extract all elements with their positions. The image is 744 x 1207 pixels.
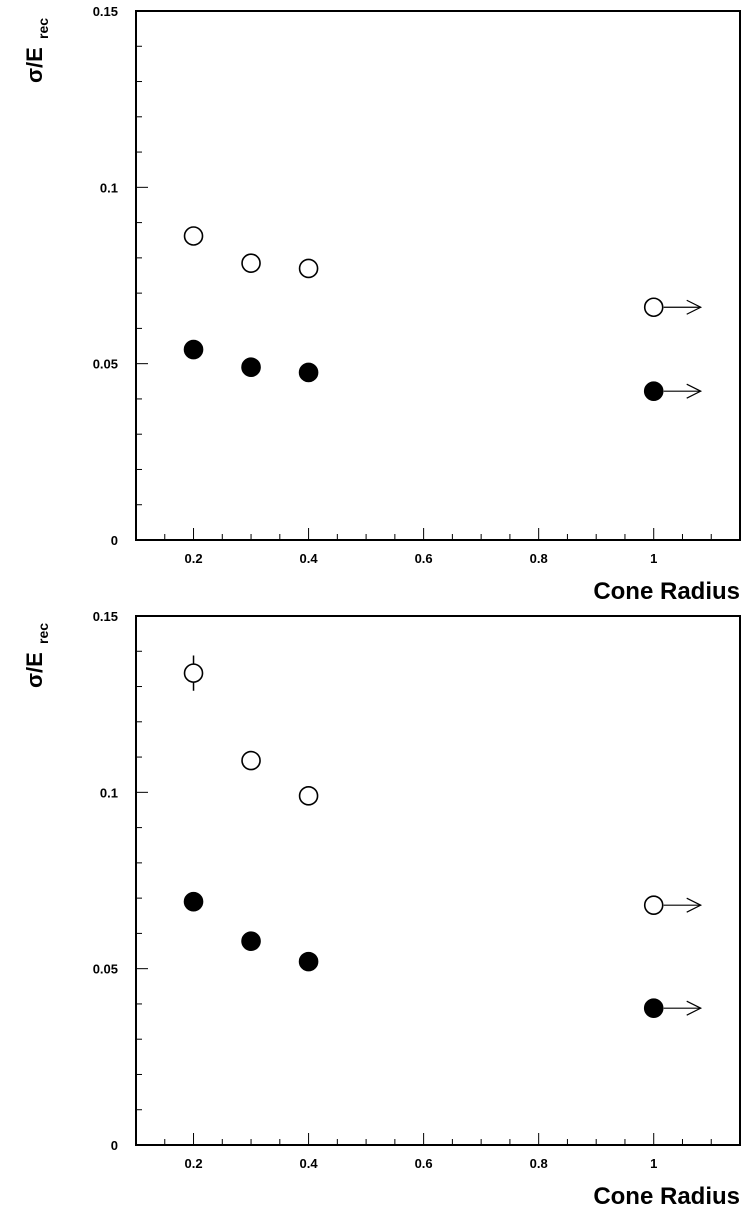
x-axis-title: Cone Radius (593, 1183, 740, 1207)
x-tick-label: 0.8 (530, 551, 548, 566)
filled-circle-point (183, 339, 204, 360)
plot-frame (135, 615, 741, 1146)
filled-circle-point (241, 931, 261, 951)
y-tick-label: 0.15 (93, 4, 118, 19)
lower-limit-arrow-head (686, 299, 703, 315)
lower-limit-arrow-head (686, 1000, 703, 1016)
x-tick-label: 0.6 (415, 551, 433, 566)
x-tick-label: 0.2 (184, 1156, 202, 1171)
open-circle-point (643, 297, 664, 318)
y-tick-label: 0.05 (93, 357, 118, 372)
open-circle-point (643, 895, 664, 915)
lower-limit-arrow-head (686, 897, 703, 913)
x-tick-label: 1 (650, 551, 657, 566)
y-tick-label: 0.1 (100, 785, 118, 800)
y-axis-title-subscript: rec (35, 18, 51, 39)
y-tick-label: 0 (111, 533, 118, 548)
lower-limit-arrow-head (686, 383, 703, 399)
y-axis-title-subscript: rec (35, 623, 51, 644)
x-tick-label: 0.4 (300, 1156, 319, 1171)
top-panel: 0.2 0.4 0.6 0.8 1 0 0.05 0.1 0.15 Cone Radius σ/E r… (22, 4, 741, 605)
filled-circle-point (643, 381, 664, 401)
y-tick-label: 0.05 (93, 962, 118, 977)
y-axis-title: σ/E rec (22, 18, 51, 83)
x-tick-label: 1 (650, 1156, 657, 1171)
filled-circle-point (643, 998, 664, 1018)
open-circle-point (298, 786, 319, 806)
open-circle-point (298, 258, 319, 279)
x-tick-label: 0.2 (184, 551, 202, 566)
open-circle-point (241, 750, 261, 771)
filled-circle-point (298, 362, 319, 383)
filled-circle-point (183, 891, 204, 912)
open-circle-point (183, 226, 204, 246)
bottom-panel: 0.2 0.4 0.6 0.8 1 0 0.05 0.1 0.15 Cone Radius σ/E r… (22, 609, 741, 1207)
y-axis-title: σ/E rec (22, 623, 51, 688)
x-tick-label: 0.6 (415, 1156, 433, 1171)
filled-circle-point (241, 357, 261, 377)
y-tick-label: 0 (111, 1138, 118, 1153)
y-axis-title-main: σ/E (22, 652, 47, 688)
x-tick-label: 0.8 (530, 1156, 548, 1171)
open-circle-point (241, 253, 261, 273)
filled-circle-point (298, 951, 319, 972)
x-axis-title: Cone Radius (593, 578, 740, 605)
open-circle-point (183, 663, 204, 683)
y-tick-label: 0.15 (93, 609, 118, 624)
y-tick-label: 0.1 (100, 180, 118, 195)
y-axis-title-main: σ/E (22, 47, 47, 83)
plot-frame (135, 10, 741, 541)
x-tick-label: 0.4 (300, 551, 319, 566)
